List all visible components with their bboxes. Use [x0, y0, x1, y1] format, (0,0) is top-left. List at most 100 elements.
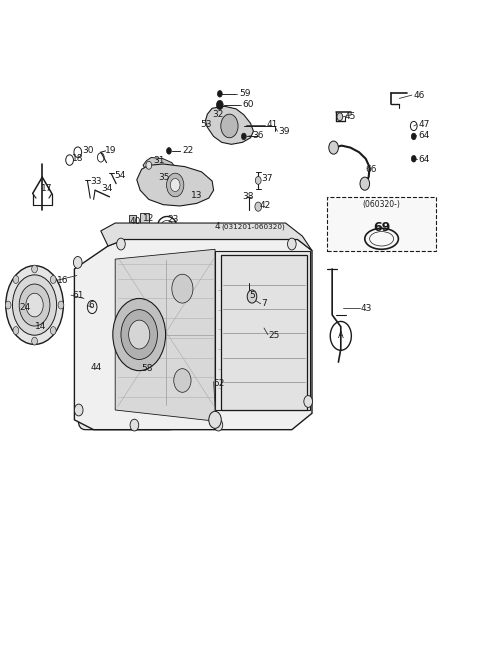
Text: (060320-): (060320-) [363, 200, 400, 209]
Text: 39: 39 [278, 127, 290, 136]
Text: 22: 22 [182, 146, 193, 155]
Text: 6: 6 [89, 300, 95, 310]
Text: 43: 43 [361, 304, 372, 313]
Text: 31: 31 [154, 156, 165, 165]
Text: 41: 41 [266, 120, 278, 129]
Circle shape [360, 177, 370, 190]
Circle shape [337, 113, 343, 121]
Circle shape [50, 276, 56, 283]
Text: 44: 44 [90, 363, 101, 372]
Text: 53: 53 [201, 120, 212, 129]
Text: 37: 37 [262, 174, 273, 183]
Circle shape [411, 133, 416, 140]
Circle shape [288, 238, 296, 250]
Circle shape [167, 173, 184, 197]
Circle shape [12, 275, 57, 335]
Text: 12: 12 [143, 214, 155, 223]
Text: 58: 58 [142, 364, 153, 373]
Polygon shape [137, 164, 214, 206]
Text: 46: 46 [414, 91, 425, 100]
Text: 25: 25 [269, 331, 280, 340]
Circle shape [214, 419, 223, 431]
Text: 47: 47 [419, 120, 430, 129]
Circle shape [73, 256, 82, 268]
Text: 24: 24 [19, 302, 30, 312]
Circle shape [216, 100, 223, 110]
Polygon shape [215, 251, 310, 410]
Circle shape [58, 301, 64, 309]
Text: 32: 32 [212, 110, 224, 119]
Text: 14: 14 [35, 322, 46, 331]
Text: 7: 7 [262, 299, 267, 308]
Circle shape [167, 148, 171, 154]
Text: 59: 59 [239, 89, 251, 98]
FancyBboxPatch shape [78, 350, 177, 430]
Text: 4: 4 [215, 222, 221, 231]
Polygon shape [221, 255, 307, 410]
Text: 34: 34 [102, 184, 113, 194]
Text: 69: 69 [373, 221, 390, 234]
Text: 23: 23 [167, 215, 179, 224]
Bar [140, 213, 149, 230]
Circle shape [26, 293, 43, 317]
Circle shape [32, 337, 37, 345]
Circle shape [50, 327, 56, 335]
Text: 17: 17 [41, 184, 52, 194]
Circle shape [19, 284, 50, 326]
Text: 45: 45 [345, 112, 356, 121]
Circle shape [121, 310, 157, 359]
Text: 18: 18 [72, 154, 84, 163]
Circle shape [130, 419, 139, 431]
Circle shape [129, 320, 150, 349]
Text: 42: 42 [259, 201, 270, 211]
Circle shape [170, 178, 180, 192]
Text: 16: 16 [57, 276, 68, 285]
Circle shape [113, 298, 166, 371]
Circle shape [329, 141, 338, 154]
Text: 19: 19 [105, 146, 116, 155]
Circle shape [304, 396, 312, 407]
Polygon shape [115, 249, 215, 421]
Text: 13: 13 [191, 191, 203, 200]
Circle shape [74, 404, 83, 416]
Polygon shape [143, 157, 177, 177]
Circle shape [6, 266, 63, 344]
Text: 35: 35 [158, 173, 170, 182]
Circle shape [221, 114, 238, 138]
Circle shape [255, 202, 262, 211]
Polygon shape [74, 239, 312, 430]
Text: A: A [338, 331, 344, 340]
Text: 40: 40 [130, 217, 141, 226]
Text: 54: 54 [114, 171, 126, 180]
Circle shape [32, 265, 37, 273]
Circle shape [5, 301, 11, 309]
Text: 64: 64 [419, 131, 430, 140]
Text: 60: 60 [242, 100, 254, 110]
Text: 64: 64 [419, 155, 430, 164]
Circle shape [146, 161, 152, 169]
Text: 52: 52 [214, 379, 225, 388]
Circle shape [255, 176, 261, 184]
Circle shape [172, 274, 193, 303]
Bar [327, 197, 436, 251]
Text: 33: 33 [90, 176, 102, 186]
Polygon shape [101, 223, 312, 251]
Circle shape [117, 238, 125, 250]
Text: 66: 66 [366, 165, 377, 174]
Polygon shape [205, 106, 253, 144]
Circle shape [411, 155, 416, 162]
Circle shape [174, 369, 191, 392]
Bar [129, 215, 136, 233]
Circle shape [13, 327, 19, 335]
Text: 36: 36 [252, 131, 264, 140]
Text: 61: 61 [72, 291, 84, 300]
Text: (031201-060320): (031201-060320) [222, 223, 286, 230]
Text: 5: 5 [250, 291, 255, 300]
Circle shape [241, 133, 246, 140]
Circle shape [209, 411, 221, 428]
Circle shape [13, 276, 19, 283]
Text: 30: 30 [83, 146, 94, 155]
Circle shape [247, 290, 257, 303]
Text: 38: 38 [242, 192, 254, 201]
Circle shape [217, 91, 222, 97]
